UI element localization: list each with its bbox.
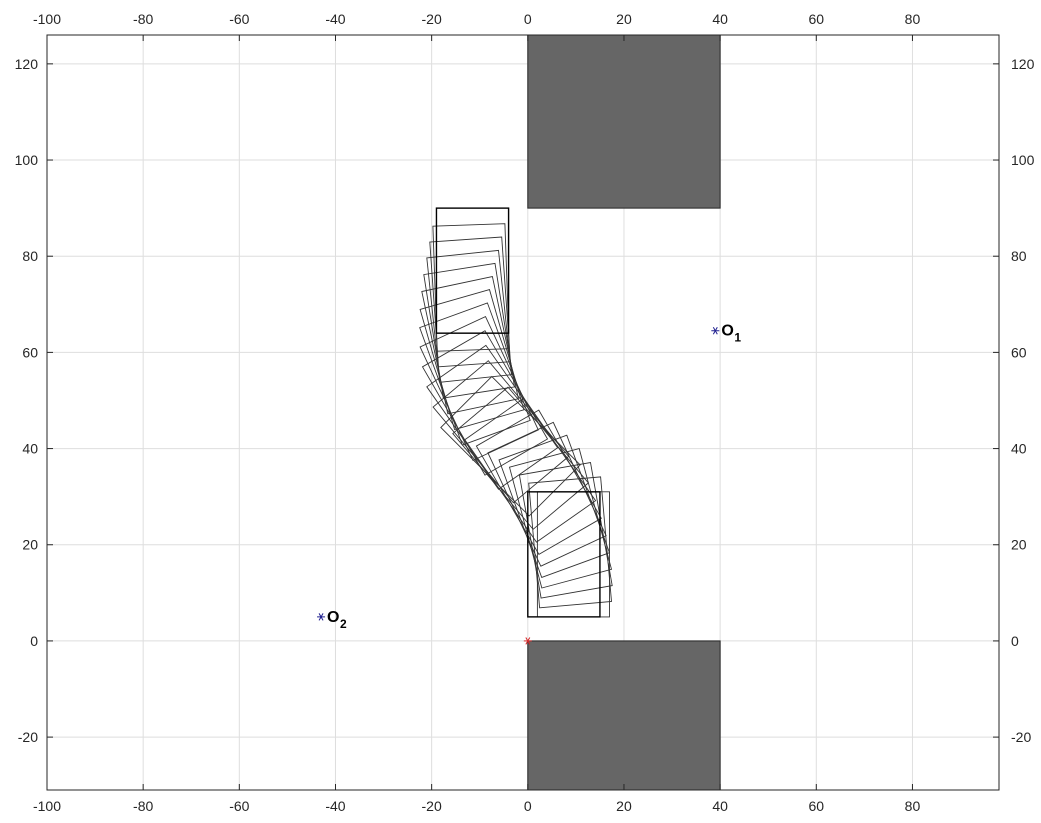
y-tick-label-right: 80 [1011, 248, 1027, 264]
y-tick-label-left: 0 [30, 633, 38, 649]
point-marker-stroke [712, 327, 718, 335]
y-tick-label-right: 20 [1011, 537, 1027, 553]
point-label-sub-O1: 1 [734, 331, 741, 345]
point-label-sub-O2: 2 [340, 617, 347, 631]
frame-15 [419, 289, 525, 431]
x-tick-label-bottom: 0 [524, 798, 532, 814]
frame-19 [429, 236, 511, 368]
point-label-O2: O [327, 609, 339, 626]
x-tick-label-top: -100 [33, 11, 61, 27]
frame-18 [426, 249, 512, 383]
x-tick-label-top: -60 [229, 11, 249, 27]
frame-14 [419, 302, 531, 446]
grid [46, 35, 999, 790]
y-tick-label-right: 120 [1011, 56, 1035, 72]
y-tick-label-left: 80 [22, 248, 38, 264]
axes-box [46, 34, 1000, 791]
obstacles [527, 34, 721, 791]
y-tick-label-left: 20 [22, 537, 38, 553]
y-tick-label-left: 120 [15, 56, 39, 72]
frame-17 [423, 262, 516, 399]
x-tick-label-bottom: 80 [905, 798, 921, 814]
points: O 1O 2 [317, 323, 741, 645]
y-tick-label-right: 0 [1011, 633, 1019, 649]
ticks: -100-100-80-80-60-60-40-40-20-2000202040… [15, 11, 1035, 814]
x-tick-label-bottom: -40 [325, 798, 345, 814]
x-tick-label-top: 40 [712, 11, 728, 27]
frames [419, 207, 613, 618]
x-tick-label-bottom: -60 [229, 798, 249, 814]
frame-12 [421, 330, 549, 476]
frame-3 [508, 448, 613, 589]
y-tick-label-left: 60 [22, 344, 38, 360]
x-tick-label-bottom: 20 [616, 798, 632, 814]
frame-11 [426, 344, 559, 490]
frame-20 [432, 223, 510, 352]
x-tick-label-top: 80 [905, 11, 921, 27]
y-tick-label-right: 100 [1011, 152, 1035, 168]
x-tick-label-bottom: -20 [422, 798, 442, 814]
x-tick-label-top: 20 [616, 11, 632, 27]
first-frame [527, 491, 601, 618]
x-tick-label-top: -40 [325, 11, 345, 27]
frame-13 [419, 316, 539, 461]
x-tick-label-bottom: 40 [712, 798, 728, 814]
frame-1 [528, 476, 612, 609]
last-frame [435, 207, 510, 334]
point-label-O1: O [721, 323, 733, 340]
y-tick-label-left: -20 [18, 729, 38, 745]
obstacle-lower-block [527, 640, 721, 791]
y-tick-label-right: -20 [1011, 729, 1031, 745]
x-tick-label-top: 60 [809, 11, 825, 27]
y-tick-label-right: 60 [1011, 344, 1027, 360]
y-tick-label-left: 40 [22, 441, 38, 457]
x-tick-label-bottom: -100 [33, 798, 61, 814]
x-tick-label-bottom: -80 [133, 798, 153, 814]
y-tick-label-right: 40 [1011, 441, 1027, 457]
x-tick-label-top: 0 [524, 11, 532, 27]
point-marker-stroke [318, 613, 324, 621]
frame-16 [421, 275, 519, 415]
y-tick-label-left: 100 [15, 152, 39, 168]
point-origin [523, 637, 532, 645]
frame-2 [518, 461, 613, 599]
obstacle-upper-block [527, 34, 721, 209]
frame-4 [498, 434, 611, 578]
frame-6 [475, 409, 602, 556]
point-marker-stroke [525, 637, 531, 645]
x-tick-label-top: -80 [133, 11, 153, 27]
frame-5 [487, 421, 607, 567]
x-tick-label-bottom: 60 [809, 798, 825, 814]
x-tick-label-top: -20 [422, 11, 442, 27]
